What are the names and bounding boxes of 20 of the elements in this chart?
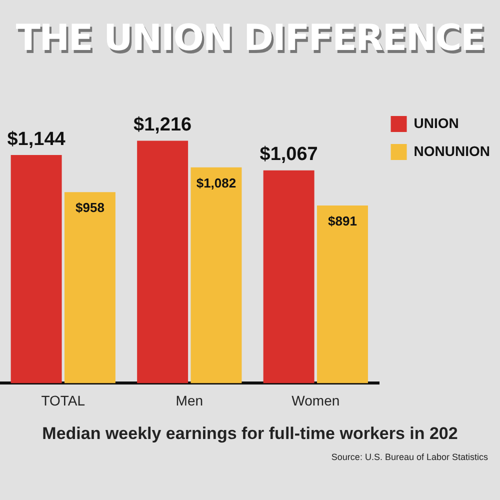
- bar: [10, 155, 62, 384]
- data-label: $958: [76, 200, 104, 216]
- data-label: $1,144: [7, 128, 66, 150]
- source-note: Source: U.S. Bureau of Labor Statistics: [330, 452, 488, 462]
- text: Median weekly earnings for full-time workers in 202: [41, 424, 459, 444]
- bar: [190, 167, 242, 384]
- data-label: $1,067: [260, 144, 318, 166]
- bar: [137, 140, 188, 384]
- data-label: $1,216: [133, 114, 192, 136]
- x-tick-label: TOTAL: [41, 392, 86, 408]
- legend-label: NONUNION: [414, 142, 490, 159]
- data-label: $1,082: [196, 175, 236, 190]
- chart-title: THE UNION DIFFERENCE: [14, 18, 486, 61]
- legend-label: UNION: [414, 114, 459, 131]
- x-tick-label: Women: [292, 392, 340, 408]
- bar: [263, 170, 314, 384]
- bar: [64, 192, 116, 384]
- x-tick-label: Men: [176, 392, 204, 408]
- data-label: $891: [328, 214, 357, 229]
- bar: [316, 206, 368, 384]
